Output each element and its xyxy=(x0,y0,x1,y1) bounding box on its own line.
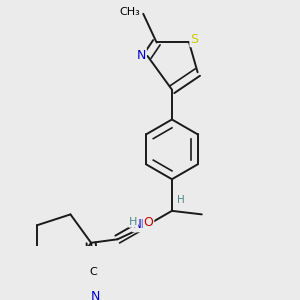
Text: NH: NH xyxy=(133,218,151,231)
Text: CH₃: CH₃ xyxy=(119,7,140,17)
Text: S: S xyxy=(190,33,198,46)
Text: C: C xyxy=(90,267,98,277)
Text: H: H xyxy=(129,217,137,227)
Text: N: N xyxy=(136,49,146,62)
Text: N: N xyxy=(91,290,100,300)
Text: O: O xyxy=(143,216,153,229)
Text: H: H xyxy=(177,195,184,205)
